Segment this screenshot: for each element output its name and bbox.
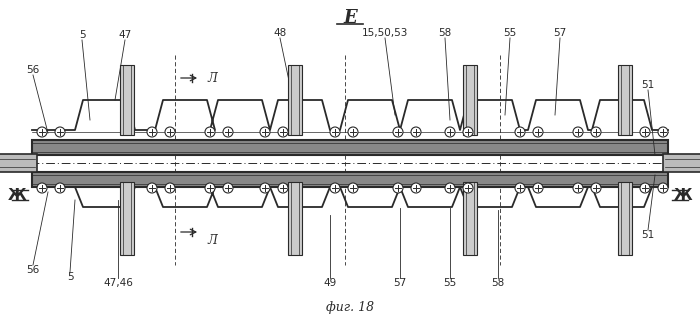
Circle shape <box>515 127 525 137</box>
Text: 56: 56 <box>27 265 40 275</box>
Circle shape <box>37 127 47 137</box>
Circle shape <box>515 183 525 193</box>
Circle shape <box>463 183 473 193</box>
Circle shape <box>55 127 65 137</box>
Bar <box>463 65 477 135</box>
Bar <box>0 154 37 172</box>
Circle shape <box>573 183 583 193</box>
Circle shape <box>533 127 543 137</box>
Bar <box>32 140 668 155</box>
Text: Л: Л <box>207 72 217 85</box>
Text: Ж: Ж <box>673 188 692 202</box>
Bar <box>663 154 700 172</box>
Text: 51: 51 <box>641 230 654 240</box>
Circle shape <box>463 127 473 137</box>
Bar <box>463 182 477 255</box>
Circle shape <box>348 127 358 137</box>
Text: 48: 48 <box>274 28 286 38</box>
Text: 57: 57 <box>393 278 407 288</box>
Circle shape <box>658 127 668 137</box>
Circle shape <box>165 183 175 193</box>
Circle shape <box>165 127 175 137</box>
Text: 49: 49 <box>323 278 337 288</box>
Bar <box>618 182 632 255</box>
Circle shape <box>658 183 668 193</box>
Text: 56: 56 <box>27 65 40 75</box>
Circle shape <box>330 127 340 137</box>
Text: 58: 58 <box>438 28 452 38</box>
Circle shape <box>573 127 583 137</box>
Circle shape <box>640 127 650 137</box>
Circle shape <box>205 183 215 193</box>
Bar <box>120 65 134 135</box>
Text: 55: 55 <box>503 28 517 38</box>
Circle shape <box>411 183 421 193</box>
Text: 5: 5 <box>78 30 85 40</box>
Text: Л: Л <box>207 234 217 247</box>
Text: 58: 58 <box>491 278 505 288</box>
Circle shape <box>37 183 47 193</box>
Circle shape <box>348 183 358 193</box>
Circle shape <box>640 183 650 193</box>
Bar <box>32 172 668 187</box>
Text: 57: 57 <box>554 28 566 38</box>
Circle shape <box>223 183 233 193</box>
Text: 47,46: 47,46 <box>103 278 133 288</box>
Text: E: E <box>343 9 357 27</box>
Text: Ж: Ж <box>8 188 27 202</box>
Bar <box>120 182 134 255</box>
Text: фиг. 18: фиг. 18 <box>326 302 374 315</box>
Circle shape <box>260 183 270 193</box>
Text: 51: 51 <box>641 80 654 90</box>
Circle shape <box>147 183 157 193</box>
Bar <box>32 155 668 172</box>
Circle shape <box>55 183 65 193</box>
Circle shape <box>278 127 288 137</box>
Circle shape <box>591 127 601 137</box>
Circle shape <box>205 127 215 137</box>
Text: 15,50,53: 15,50,53 <box>362 28 408 38</box>
Circle shape <box>223 127 233 137</box>
Circle shape <box>147 127 157 137</box>
Circle shape <box>393 127 403 137</box>
Circle shape <box>591 183 601 193</box>
Circle shape <box>260 127 270 137</box>
Text: 47: 47 <box>118 30 132 40</box>
Circle shape <box>533 183 543 193</box>
Circle shape <box>445 127 455 137</box>
Circle shape <box>393 183 403 193</box>
Text: 55: 55 <box>443 278 456 288</box>
Text: 5: 5 <box>66 272 74 282</box>
Circle shape <box>278 183 288 193</box>
Circle shape <box>330 183 340 193</box>
Bar <box>288 65 302 135</box>
Circle shape <box>411 127 421 137</box>
Circle shape <box>445 183 455 193</box>
Bar <box>618 65 632 135</box>
Bar <box>288 182 302 255</box>
